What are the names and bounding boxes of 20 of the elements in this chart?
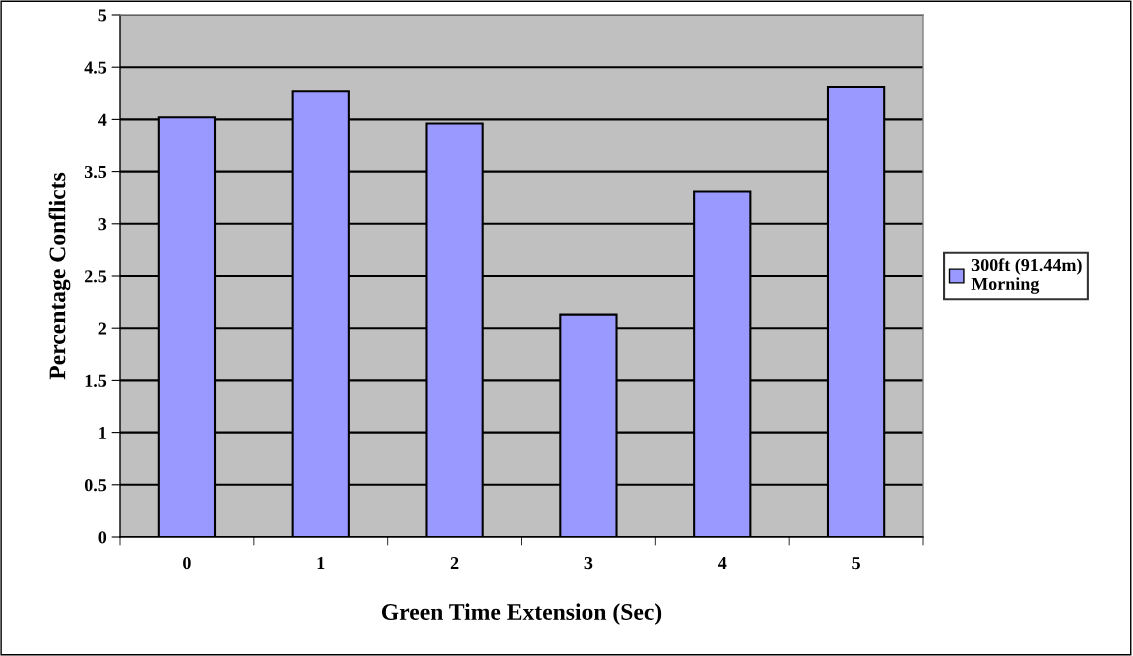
x-tick-label: 4 bbox=[717, 557, 727, 569]
y-tick-label: 3.5 bbox=[84, 165, 107, 179]
x-tick-label: 5 bbox=[852, 557, 860, 570]
y-tick-label: 1 bbox=[99, 426, 106, 439]
legend-label: 300ft (91.44m) Morning bbox=[971, 258, 1082, 294]
y-tick-label: 1.5 bbox=[85, 374, 107, 387]
x-tick-label: 3 bbox=[584, 557, 593, 570]
x-tick-label: 0 bbox=[183, 556, 191, 570]
y-tick-label: 0.5 bbox=[84, 479, 107, 492]
y-tick-label: 2 bbox=[98, 322, 107, 335]
y-tick-label: 0 bbox=[98, 531, 107, 544]
y-tick-label: 2.5 bbox=[85, 270, 107, 283]
x-tick-label: 1 bbox=[317, 557, 325, 569]
y-axis-title: Percentage Conflicts bbox=[48, 172, 71, 380]
y-tick-label: 3 bbox=[98, 218, 107, 231]
x-tick-label: 2 bbox=[450, 557, 459, 569]
y-tick-label: 5 bbox=[98, 9, 107, 22]
x-axis-title: Green Time Extension (Sec) bbox=[381, 603, 662, 625]
y-tick-label: 4.5 bbox=[84, 61, 107, 74]
y-tick-label: 4 bbox=[98, 113, 107, 126]
